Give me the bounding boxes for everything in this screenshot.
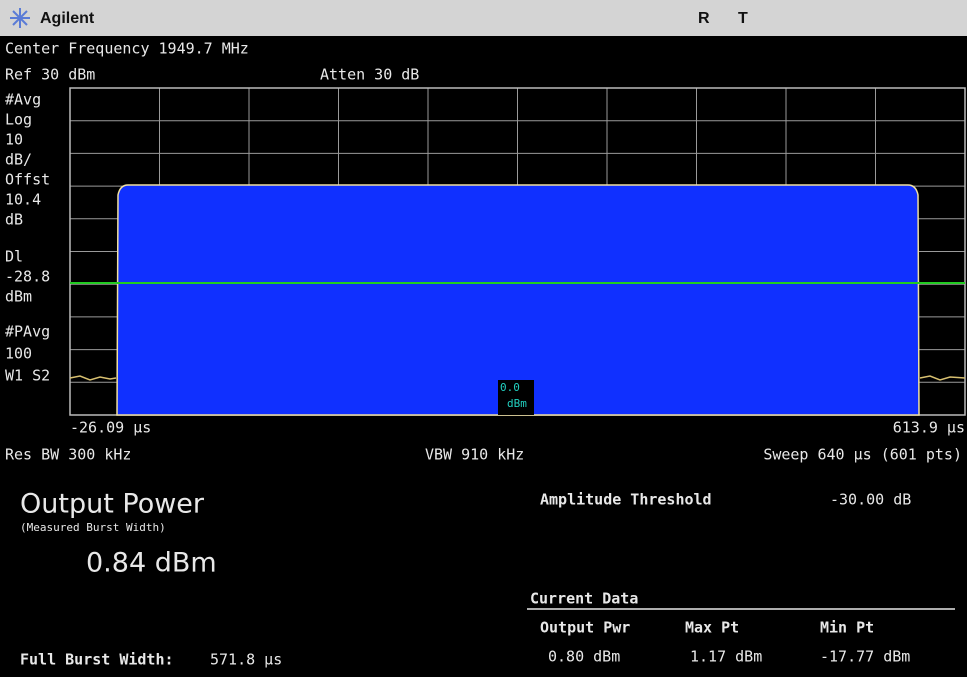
label-backing <box>0 190 68 210</box>
result-value: 0.84 dBm <box>86 548 217 579</box>
sweep: Sweep 640 μs (601 pts) <box>763 446 962 464</box>
column-header: Min Pt <box>820 619 874 637</box>
threshold-label: Amplitude Threshold <box>540 491 712 509</box>
label-backing <box>0 170 68 190</box>
x-start: -26.09 μs <box>70 419 151 437</box>
label-backing <box>0 110 68 130</box>
title-bar <box>0 0 967 36</box>
label-backing <box>0 130 68 150</box>
result-title: Output Power <box>20 489 205 520</box>
label-backing <box>0 210 68 230</box>
left-label: Offst <box>5 171 50 189</box>
vbw: VBW 910 kHz <box>425 446 524 464</box>
left-label: Log <box>5 111 32 129</box>
status: T <box>738 10 748 27</box>
current-data-title: Current Data <box>530 590 638 608</box>
trace <box>69 184 966 416</box>
left-label: 10.4 <box>5 191 41 209</box>
logo <box>10 8 30 28</box>
label-backing <box>0 90 68 110</box>
burst-value: 571.8 μs <box>210 651 282 669</box>
ref-level: Ref 30 dBm <box>5 66 95 84</box>
center-frequency: Center Frequency 1949.7 MHz <box>5 40 249 58</box>
left-label: 100 <box>5 345 32 363</box>
label-backing <box>0 247 68 267</box>
left-label: #Avg <box>5 91 41 109</box>
result-subtitle: (Measured Burst Width) <box>20 521 166 534</box>
label-backing <box>0 366 68 386</box>
label-backing <box>0 344 68 364</box>
left-annotations: #Avg Log 10 dB/Offst 10.4 dB Dl -28.8 dBm #PAvg 10… <box>0 90 68 386</box>
left-label: dB/ <box>5 151 32 169</box>
column-header: Max Pt <box>685 619 739 637</box>
left-label: W1 S2 <box>5 367 50 385</box>
left-label: -28.8 <box>5 268 50 286</box>
brand: Agilent <box>40 10 95 27</box>
label-backing <box>0 287 68 307</box>
status: R <box>698 10 710 27</box>
attenuation: Atten 30 dB <box>320 66 419 84</box>
marker-value: 0.0 <box>500 381 520 394</box>
res-bw: Res BW 300 kHz <box>5 446 131 464</box>
label-backing <box>0 267 68 287</box>
left-label: #PAvg <box>5 323 50 341</box>
left-label: dBm <box>5 288 32 306</box>
x-end: 613.9 μs <box>893 419 965 437</box>
marker-unit: dBm <box>507 397 527 410</box>
label-backing <box>0 322 68 342</box>
marker-box <box>498 380 534 415</box>
threshold-value: -30.00 dB <box>830 491 911 509</box>
column-value: -17.77 dBm <box>820 648 910 666</box>
column-value: 1.17 dBm <box>690 648 762 666</box>
burst-label: Full Burst Width: <box>20 651 174 669</box>
left-label: dB <box>5 211 23 229</box>
column-header: Output Pwr <box>540 619 630 637</box>
left-label: Dl <box>5 248 23 266</box>
left-label: 10 <box>5 131 23 149</box>
label-backing <box>0 150 68 170</box>
column-value: 0.80 dBm <box>548 648 620 666</box>
